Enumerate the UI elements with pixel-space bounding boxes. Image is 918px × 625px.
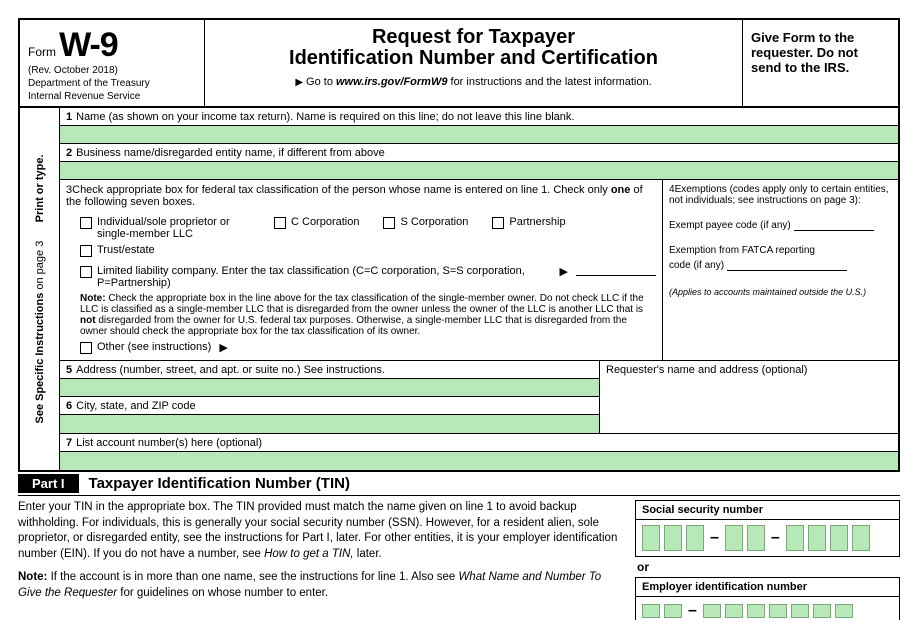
header-right: Give Form to the requester. Do not send …	[743, 20, 898, 106]
form-number: W-9	[59, 26, 118, 64]
or-label: or	[637, 560, 900, 574]
sidebar-see: See	[34, 401, 46, 424]
llc-classification-input[interactable]	[576, 265, 656, 276]
part1-header: Part I Taxpayer Identification Number (T…	[18, 470, 900, 496]
fatca-code-input[interactable]	[727, 260, 847, 271]
goto-line: Go to www.irs.gov/FormW9 for instruction…	[213, 76, 734, 88]
body: See Specific Instructions on page 3 Prin…	[20, 108, 898, 470]
llc-note: Note: Check the appropriate box in the l…	[80, 293, 656, 337]
requester-box[interactable]: Requester's name and address (optional)	[600, 361, 898, 433]
title-line2: Identification Number and Certification	[213, 47, 734, 70]
sidebar-tail: on page 3	[34, 241, 46, 293]
sidebar-bottom: Specific Instructions	[34, 293, 46, 401]
checkbox-llc[interactable]: Limited liability company. Enter the tax…	[80, 265, 656, 289]
sidebar-top: Print or type.	[34, 154, 46, 222]
ssn-label: Social security number	[635, 500, 900, 520]
exempt-payee-input[interactable]	[794, 220, 874, 231]
box-4: 4Exemptions (codes apply only to certain…	[663, 180, 898, 360]
dept-line2: Internal Revenue Service	[28, 91, 196, 102]
sidebar-instructions: See Specific Instructions on page 3 Prin…	[20, 108, 60, 470]
form-word: Form	[28, 45, 56, 59]
row-3-4: 3Check appropriate box for federal tax c…	[60, 180, 898, 361]
header: Form W-9 (Rev. October 2018) Department …	[20, 20, 898, 108]
header-left: Form W-9 (Rev. October 2018) Department …	[20, 20, 205, 106]
part1-title: Taxpayer Identification Number (TIN)	[89, 475, 350, 492]
box-3: 3Check appropriate box for federal tax c…	[60, 180, 663, 360]
dept-line1: Department of the Treasury	[28, 78, 196, 89]
tin-text: Enter your TIN in the appropriate box. T…	[18, 500, 635, 620]
line-7-input[interactable]	[60, 452, 898, 470]
tin-section: Enter your TIN in the appropriate box. T…	[18, 496, 900, 620]
header-middle: Request for Taxpayer Identification Numb…	[205, 20, 743, 106]
checkbox-s-corp[interactable]: S Corporation	[383, 216, 468, 229]
ssn-input[interactable]: – –	[635, 520, 900, 557]
title-line1: Request for Taxpayer	[213, 26, 734, 49]
line-6-input[interactable]	[60, 415, 599, 433]
main-column: 1Name (as shown on your income tax retur…	[60, 108, 898, 470]
checkbox-partnership[interactable]: Partnership	[492, 216, 565, 229]
checkbox-trust[interactable]: Trust/estate	[80, 244, 155, 257]
line-7-label: 7List account number(s) here (optional)	[60, 433, 898, 452]
line-2-input[interactable]	[60, 162, 898, 180]
part1-tag: Part I	[18, 474, 79, 493]
fatca-applies: (Applies to accounts maintained outside …	[669, 287, 892, 297]
line-5-label: 5Address (number, street, and apt. or su…	[60, 361, 599, 379]
ein-input[interactable]: –	[635, 597, 900, 620]
form-w9-page: Form W-9 (Rev. October 2018) Department …	[18, 18, 900, 470]
line-2-label: 2Business name/disregarded entity name, …	[60, 144, 898, 162]
checkbox-individual[interactable]: Individual/sole proprietor or single-mem…	[80, 216, 250, 240]
checkbox-c-corp[interactable]: C Corporation	[274, 216, 359, 229]
line-1-label: 1Name (as shown on your income tax retur…	[60, 108, 898, 126]
revision: (Rev. October 2018)	[28, 65, 196, 76]
line-6-label: 6City, state, and ZIP code	[60, 397, 599, 415]
line-5-input[interactable]	[60, 379, 599, 397]
tin-boxes: Social security number – – or Employer i…	[635, 500, 900, 620]
line-1-input[interactable]	[60, 126, 898, 144]
row-5-6: 5Address (number, street, and apt. or su…	[60, 361, 898, 433]
checkbox-other[interactable]: Other (see instructions) ▶	[80, 341, 656, 354]
ein-label: Employer identification number	[635, 577, 900, 597]
